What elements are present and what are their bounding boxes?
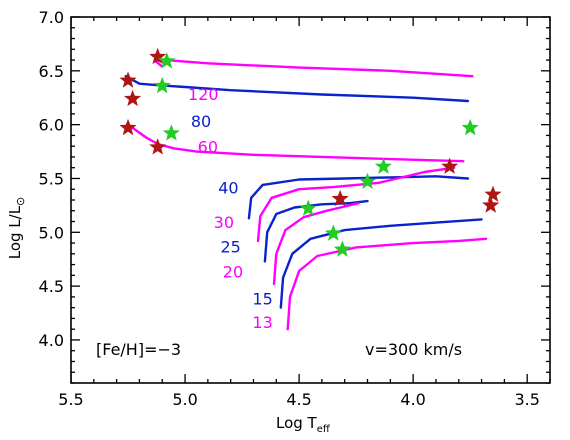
green-star-marker: [374, 157, 392, 174]
y-tick-label: 5.5: [39, 169, 64, 188]
track-40-msun: [247, 175, 470, 220]
red-star-marker: [331, 189, 349, 207]
x-tick-label: 5.5: [58, 390, 83, 409]
mass-label-80: 80: [191, 112, 211, 131]
mass-label-20: 20: [223, 263, 243, 282]
red-star-marker: [149, 138, 167, 155]
red-star-marker: [441, 157, 459, 174]
y-axis-title-sun-symbol: ⊙: [14, 197, 27, 206]
x-axis-title: Log Teff: [276, 414, 331, 435]
green-star-marker: [324, 224, 342, 241]
y-tick-label: 4.5: [39, 277, 64, 296]
track-80-msun: [124, 75, 470, 103]
mass-label-60: 60: [198, 138, 218, 157]
y-tick-label: 5.0: [39, 223, 64, 242]
mass-labels: 120 80 60 40 30 25 20 15 13: [188, 85, 273, 332]
evolution-tracks: [124, 58, 488, 331]
x-axis-title-sub: eff: [317, 424, 331, 435]
red-star-marker: [482, 196, 500, 213]
mass-label-30: 30: [214, 213, 234, 232]
red-star-marker: [119, 71, 137, 88]
x-tick-label: 4.0: [400, 390, 425, 409]
green-star-marker: [162, 124, 180, 141]
star-markers: [119, 47, 502, 257]
mass-label-120: 120: [188, 85, 219, 104]
track-120-msun: [154, 58, 474, 78]
y-axis-title: Log L/L⊙: [6, 197, 27, 260]
track-25-msun: [263, 199, 369, 263]
x-tick-label: 3.5: [514, 390, 539, 409]
track-15-msun: [279, 218, 483, 309]
mass-label-13: 13: [252, 313, 272, 332]
axis-ticks: [70, 16, 551, 384]
y-tick-label: 4.0: [39, 331, 64, 350]
red-star-marker: [149, 47, 167, 65]
track-20-msun: [272, 202, 360, 286]
red-star-marker: [119, 118, 137, 136]
red-star-marker: [124, 89, 142, 107]
green-star-marker: [299, 199, 317, 216]
track-13-msun: [286, 237, 488, 331]
y-tick-label: 7.0: [39, 8, 64, 27]
track-30-msun: [256, 166, 456, 243]
y-axis-title-main: Log L/L: [6, 205, 24, 259]
annotation-metallicity: [Fe/H]=−3: [96, 340, 181, 359]
mass-label-40: 40: [218, 179, 238, 198]
mass-label-15: 15: [252, 289, 272, 308]
y-tick-label: 6.0: [39, 116, 64, 135]
x-tick-label: 5.0: [172, 390, 197, 409]
y-tick-label: 6.5: [39, 62, 64, 81]
green-star-marker: [333, 240, 351, 257]
axis-tick-labels: 5.5 5.0 4.5 4.0 3.5 4.0 4.5 5.0 5.5 6.0 6.5 7.0: [39, 8, 540, 409]
green-star-marker: [158, 52, 176, 69]
track-60-msun: [126, 123, 465, 163]
green-star-marker: [153, 76, 171, 94]
annotation-rotation: v=300 km/s: [365, 340, 462, 359]
x-axis-title-main: Log T: [276, 414, 318, 432]
green-star-marker: [359, 172, 377, 189]
green-star-marker: [461, 118, 479, 136]
mass-label-25: 25: [220, 238, 240, 257]
red-star-marker: [484, 185, 502, 202]
x-tick-label: 4.5: [286, 390, 311, 409]
